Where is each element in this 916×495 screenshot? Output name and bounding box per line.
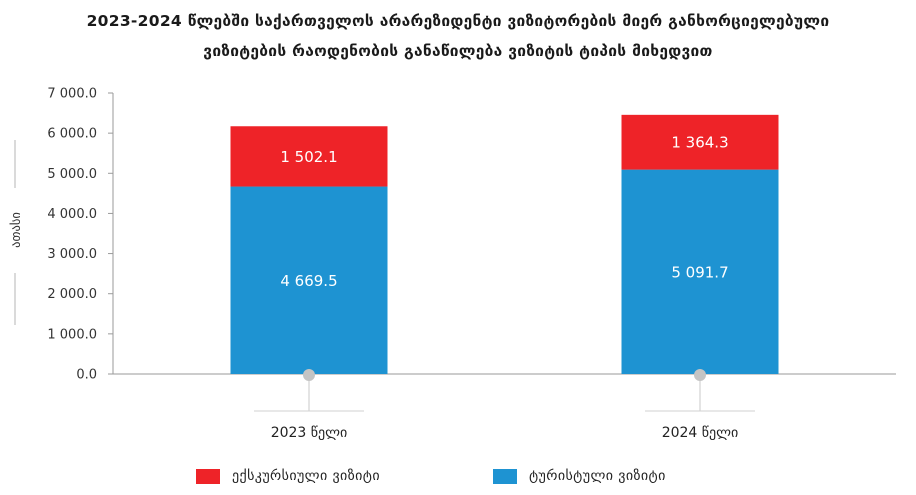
- data-label: 4 669.5: [280, 272, 337, 290]
- category-marker-dot: [694, 369, 706, 381]
- legend-item-tourist: ტურისტული ვიზიტი: [493, 468, 666, 484]
- legend-label-tourist: ტურისტული ვიზიტი: [529, 468, 666, 484]
- y-tick-label: 2 000.0: [47, 287, 97, 302]
- y-tick-label: 0.0: [76, 368, 97, 383]
- y-tick-label: 4 000.0: [47, 207, 97, 222]
- chart-title: 2023-2024 წლებში საქართველოს არარეზიდენტ…: [0, 6, 916, 66]
- legend-swatch-excursion: [196, 468, 220, 484]
- category-marker-dot: [303, 369, 315, 381]
- bar-segment: [621, 114, 779, 170]
- y-axis-label: ათასი: [8, 212, 23, 248]
- data-label: 1 364.3: [671, 134, 728, 152]
- stacked-bar-chart: 0.0 1 000.0 2 000.0 3 000.0 4 000.0 5 000.0 6 …: [8, 87, 896, 441]
- y-tick-label: 7 000.0: [47, 87, 97, 102]
- y-tick-label: 1 000.0: [47, 327, 97, 342]
- bar-segment: [230, 126, 388, 187]
- y-tick-label: 3 000.0: [47, 247, 97, 262]
- legend-label-excursion: ექსკურსიული ვიზიტი: [232, 468, 380, 484]
- legend-item-excursion: ექსკურსიული ვიზიტი: [196, 468, 380, 484]
- bar-segment: [230, 186, 388, 374]
- y-tick-label: 5 000.0: [47, 167, 97, 182]
- data-label: 5 091.7: [671, 263, 728, 281]
- bar-segment: [621, 169, 779, 374]
- chart-title-line-2: ვიზიტების რაოდენობის განაწილება ვიზიტის …: [203, 42, 713, 60]
- legend-swatch-tourist: [493, 468, 517, 484]
- x-category-label: 2023 წელი: [271, 425, 348, 441]
- legend: ექსკურსიული ვიზიტი ტურისტული ვიზიტი: [0, 468, 916, 492]
- x-category-label: 2024 წელი: [662, 425, 739, 441]
- y-tick-label: 6 000.0: [47, 127, 97, 142]
- chart-title-line-1: 2023-2024 წლებში საქართველოს არარეზიდენტ…: [86, 12, 830, 30]
- data-label: 1 502.1: [280, 148, 337, 166]
